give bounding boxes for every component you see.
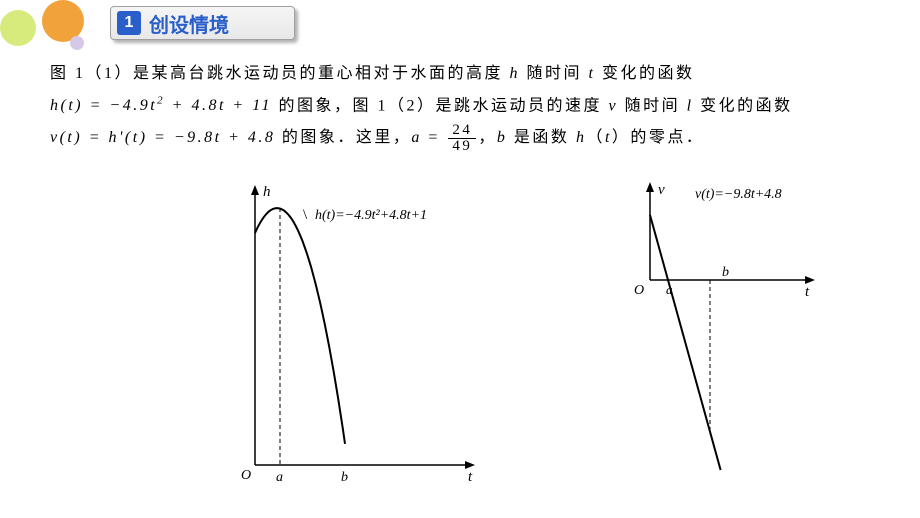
- chart-h: h t Oa b \ h(t)=−4.9t²+4.8t+1: [230, 180, 490, 495]
- chart-h-svg: h t Oa b \ h(t)=−4.9t²+4.8t+1: [230, 180, 490, 490]
- var-h: h: [510, 65, 521, 82]
- svg-text:a: a: [666, 282, 673, 297]
- eq-text: t: [68, 97, 75, 114]
- frac-num: 24: [448, 123, 476, 139]
- svg-text:v(t)=−9.8t+4.8: v(t)=−9.8t+4.8: [695, 187, 782, 202]
- chart-v: v t Oa b v(t)=−9.8t+4.8: [600, 180, 830, 485]
- section-header: 1 创设情境: [110, 6, 295, 40]
- text-run: 变化的函数: [595, 65, 694, 82]
- var-a: a: [411, 129, 422, 146]
- paragraph-1: 图 1（1）是某高台跳水运动员的重心相对于水面的高度 h 随时间 t 变化的函数: [50, 58, 880, 90]
- svg-text:b: b: [722, 265, 729, 280]
- text-run: ，: [478, 129, 497, 146]
- dot-1: [0, 10, 36, 46]
- equation-v: v(t) = h'(t) = −9.8t + 4.8: [50, 129, 275, 146]
- eq-text: h: [50, 97, 61, 114]
- text-run: 变化的函数: [694, 97, 793, 114]
- var-b: b: [497, 129, 508, 146]
- text-run: 的图象，图 1（2）是跳水运动员的速度: [272, 97, 609, 114]
- section-number: 1: [117, 11, 141, 35]
- fraction: 2449: [448, 123, 476, 154]
- text-run: 是函数: [507, 129, 576, 146]
- text-run: 随时间: [520, 65, 589, 82]
- charts-container: h t Oa b \ h(t)=−4.9t²+4.8t+1 v t Oa b v(t)=−9.8t…: [0, 180, 920, 510]
- var-h: h: [576, 129, 587, 146]
- text-run: （: [586, 129, 605, 146]
- var-t: t: [605, 129, 612, 146]
- svg-text:h(t)=−4.9t²+4.8t+1: h(t)=−4.9t²+4.8t+1: [315, 208, 427, 223]
- svg-text:O: O: [634, 283, 644, 298]
- svg-text:v: v: [658, 182, 665, 198]
- var-v: v: [609, 97, 619, 114]
- chart-v-svg: v t Oa b v(t)=−9.8t+4.8: [600, 180, 830, 480]
- var-l: l: [687, 97, 694, 114]
- text-run: ）的零点．: [612, 129, 705, 146]
- text-run: 的图象．这里，: [275, 129, 411, 146]
- svg-text:t: t: [805, 284, 810, 300]
- svg-text:h: h: [263, 184, 271, 200]
- text-run: 随时间: [618, 97, 687, 114]
- svg-text:O: O: [241, 468, 251, 483]
- paragraph-3: v(t) = h'(t) = −9.8t + 4.8 的图象．这里，a = 24…: [50, 122, 880, 154]
- section-title: 创设情境: [149, 9, 229, 38]
- svg-text:b: b: [341, 470, 348, 485]
- dot-3: [70, 36, 84, 50]
- eq-text: t: [219, 97, 226, 114]
- svg-text:a: a: [276, 470, 283, 485]
- text-run: =: [422, 129, 447, 146]
- equation-h: h(t) = −4.9t2 + 4.8t + 11: [50, 97, 272, 114]
- text-run: 图 1（1）是某高台跳水运动员的重心相对于水面的高度: [50, 65, 510, 82]
- frac-den: 49: [448, 139, 476, 154]
- paragraph-2: h(t) = −4.9t2 + 4.8t + 11 的图象，图 1（2）是跳水运…: [50, 90, 880, 122]
- svg-text:\: \: [303, 207, 308, 223]
- svg-text:t: t: [468, 469, 473, 485]
- body-text: 图 1（1）是某高台跳水运动员的重心相对于水面的高度 h 随时间 t 变化的函数…: [50, 58, 880, 154]
